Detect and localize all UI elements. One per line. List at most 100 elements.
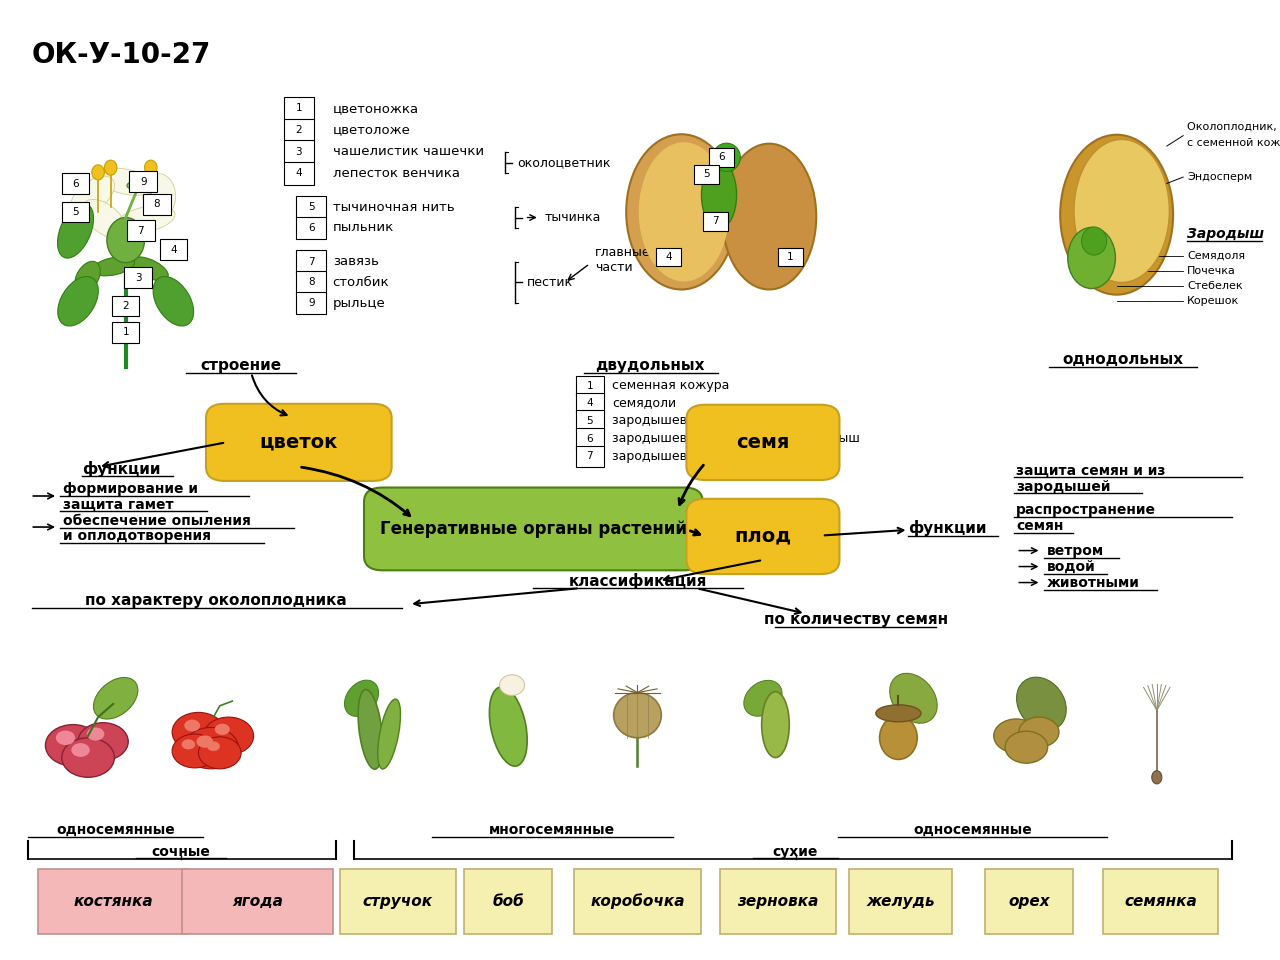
Text: 8: 8 bbox=[308, 277, 315, 287]
Text: односемянные: односемянные bbox=[56, 823, 175, 837]
FancyBboxPatch shape bbox=[124, 268, 152, 288]
Text: животными: животными bbox=[1047, 576, 1139, 589]
Text: зародыш: зародыш bbox=[800, 432, 860, 445]
FancyBboxPatch shape bbox=[111, 322, 140, 343]
Text: 7: 7 bbox=[712, 216, 718, 227]
Ellipse shape bbox=[744, 681, 782, 716]
Text: цветоножка: цветоножка bbox=[333, 102, 419, 115]
Circle shape bbox=[198, 737, 241, 769]
Ellipse shape bbox=[489, 686, 527, 766]
FancyBboxPatch shape bbox=[160, 239, 187, 260]
Ellipse shape bbox=[92, 165, 105, 180]
Text: 1: 1 bbox=[586, 381, 593, 391]
Circle shape bbox=[172, 712, 225, 752]
FancyBboxPatch shape bbox=[1103, 869, 1219, 934]
Text: распространение: распространение bbox=[1016, 503, 1156, 517]
FancyBboxPatch shape bbox=[778, 248, 803, 267]
Text: тычинка: тычинка bbox=[545, 211, 602, 224]
FancyBboxPatch shape bbox=[576, 446, 604, 467]
Text: 6: 6 bbox=[718, 153, 724, 162]
Text: однодольных: однодольных bbox=[1062, 352, 1184, 367]
FancyBboxPatch shape bbox=[206, 404, 392, 481]
Circle shape bbox=[183, 728, 238, 769]
Ellipse shape bbox=[879, 716, 918, 759]
Text: зерновка: зерновка bbox=[737, 894, 819, 909]
Text: ветром: ветром bbox=[1047, 543, 1103, 558]
FancyBboxPatch shape bbox=[38, 869, 188, 934]
Text: коробочка: коробочка bbox=[590, 894, 685, 909]
Circle shape bbox=[61, 738, 114, 778]
FancyBboxPatch shape bbox=[657, 248, 681, 267]
Text: семян: семян bbox=[1016, 519, 1064, 533]
Text: Стебелек: Стебелек bbox=[1187, 281, 1243, 291]
FancyBboxPatch shape bbox=[576, 410, 604, 431]
Ellipse shape bbox=[344, 680, 379, 716]
FancyBboxPatch shape bbox=[296, 292, 326, 315]
Text: 6: 6 bbox=[72, 179, 79, 189]
Text: 2: 2 bbox=[123, 300, 129, 311]
Ellipse shape bbox=[639, 142, 730, 281]
Text: 4: 4 bbox=[666, 252, 672, 262]
Text: с семенной кожурой: с семенной кожурой bbox=[1187, 138, 1280, 148]
Text: лепесток венчика: лепесток венчика bbox=[333, 167, 460, 180]
FancyBboxPatch shape bbox=[986, 869, 1073, 934]
Ellipse shape bbox=[1016, 677, 1066, 731]
Text: зародышевый корешок: зародышевый корешок bbox=[612, 450, 767, 463]
Text: желудь: желудь bbox=[867, 894, 936, 909]
Text: орех: орех bbox=[1009, 894, 1050, 909]
Text: защита гамет: защита гамет bbox=[63, 497, 174, 512]
Ellipse shape bbox=[1068, 228, 1115, 289]
Text: 3: 3 bbox=[134, 273, 142, 283]
FancyBboxPatch shape bbox=[296, 217, 326, 239]
Text: Эндосперм: Эндосперм bbox=[1187, 172, 1252, 182]
Text: стручок: стручок bbox=[362, 894, 433, 909]
Ellipse shape bbox=[378, 699, 401, 769]
Text: 5: 5 bbox=[308, 203, 315, 212]
Text: 5: 5 bbox=[703, 169, 710, 180]
Text: костянка: костянка bbox=[73, 894, 154, 909]
Text: семядоли: семядоли bbox=[612, 396, 677, 409]
Text: ОК-У-10-27: ОК-У-10-27 bbox=[32, 40, 211, 69]
Circle shape bbox=[45, 725, 101, 766]
Ellipse shape bbox=[92, 257, 134, 276]
Text: 3: 3 bbox=[296, 147, 302, 156]
Text: 5: 5 bbox=[586, 416, 593, 425]
Text: Зародыш: Зародыш bbox=[1187, 227, 1265, 241]
Text: 6: 6 bbox=[308, 223, 315, 233]
Text: 7: 7 bbox=[308, 256, 315, 267]
Text: 4: 4 bbox=[170, 245, 177, 254]
Text: защита семян и из: защита семян и из bbox=[1016, 464, 1166, 477]
Ellipse shape bbox=[701, 161, 736, 228]
Text: завязь: завязь bbox=[333, 255, 379, 268]
Text: Генеративные органы растений: Генеративные органы растений bbox=[380, 520, 687, 538]
Ellipse shape bbox=[762, 691, 790, 757]
Ellipse shape bbox=[93, 678, 138, 719]
Text: 5: 5 bbox=[72, 206, 79, 217]
Text: многосемянные: многосемянные bbox=[489, 823, 616, 837]
Text: рыльце: рыльце bbox=[333, 297, 385, 310]
Text: главные: главные bbox=[595, 246, 650, 259]
Text: 7: 7 bbox=[586, 451, 593, 462]
Ellipse shape bbox=[83, 200, 127, 239]
Ellipse shape bbox=[1074, 139, 1170, 282]
Text: классификация: классификация bbox=[568, 573, 707, 588]
Text: обеспечение опыления: обеспечение опыления bbox=[63, 515, 251, 528]
Text: зародышевая почечка: зародышевая почечка bbox=[612, 414, 760, 427]
Ellipse shape bbox=[58, 204, 93, 258]
FancyBboxPatch shape bbox=[284, 97, 314, 120]
FancyBboxPatch shape bbox=[576, 393, 604, 413]
Ellipse shape bbox=[1152, 771, 1162, 784]
Ellipse shape bbox=[70, 176, 114, 215]
FancyBboxPatch shape bbox=[284, 140, 314, 163]
Text: по характеру околоплодника: по характеру околоплодника bbox=[86, 593, 347, 608]
Ellipse shape bbox=[358, 689, 383, 769]
Text: 4: 4 bbox=[586, 397, 593, 408]
Text: пыльник: пыльник bbox=[333, 222, 394, 234]
Ellipse shape bbox=[127, 180, 150, 190]
Ellipse shape bbox=[97, 168, 155, 195]
Text: сухие: сухие bbox=[773, 845, 818, 858]
Ellipse shape bbox=[143, 174, 175, 219]
FancyBboxPatch shape bbox=[340, 869, 456, 934]
FancyBboxPatch shape bbox=[143, 194, 170, 215]
FancyBboxPatch shape bbox=[686, 499, 840, 574]
